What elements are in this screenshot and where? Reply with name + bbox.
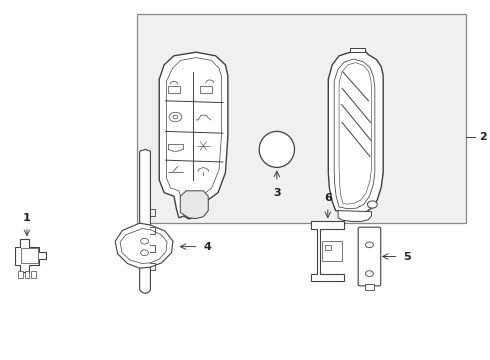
Polygon shape (115, 223, 173, 268)
Bar (168, 86, 180, 93)
Bar (31, 271, 36, 278)
Text: 2: 2 (479, 132, 487, 142)
Circle shape (366, 271, 373, 276)
Bar (18, 271, 23, 278)
Text: 5: 5 (403, 252, 411, 261)
Bar (322, 241, 342, 261)
Bar (137, 14, 466, 223)
Polygon shape (338, 211, 371, 221)
Bar (365, 284, 374, 290)
Polygon shape (311, 221, 344, 281)
Text: 4: 4 (203, 242, 211, 252)
Circle shape (366, 242, 373, 248)
Polygon shape (159, 52, 228, 219)
Text: 6: 6 (324, 193, 332, 203)
Ellipse shape (259, 131, 294, 167)
Text: 1: 1 (23, 213, 31, 223)
Text: 3: 3 (273, 188, 281, 198)
Circle shape (368, 201, 377, 208)
Polygon shape (180, 191, 208, 219)
Bar (200, 86, 212, 93)
Polygon shape (350, 48, 365, 52)
Circle shape (141, 238, 148, 244)
Polygon shape (328, 49, 383, 213)
FancyBboxPatch shape (358, 227, 381, 286)
Circle shape (141, 250, 148, 256)
Polygon shape (140, 149, 150, 293)
Bar (24, 271, 29, 278)
Polygon shape (15, 239, 46, 272)
Bar (325, 245, 331, 250)
